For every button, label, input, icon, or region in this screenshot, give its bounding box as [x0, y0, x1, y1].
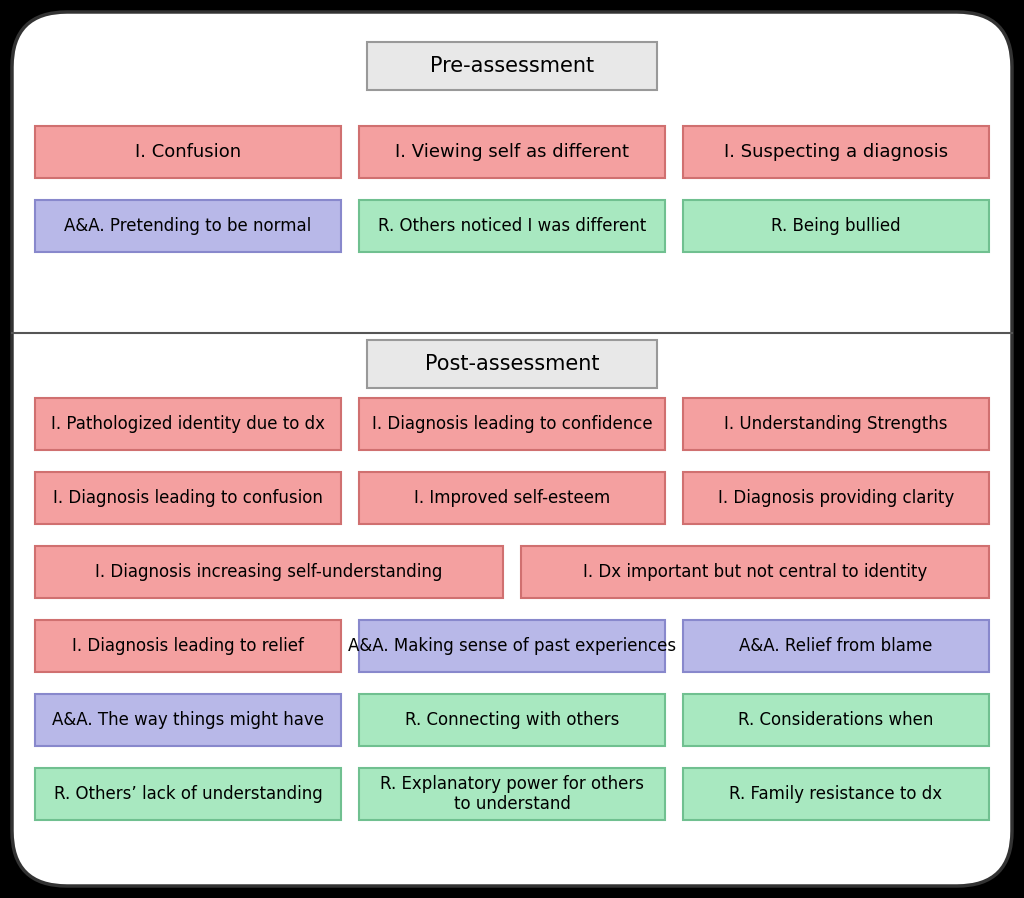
Text: I. Diagnosis leading to confidence: I. Diagnosis leading to confidence: [372, 415, 652, 433]
Text: I. Diagnosis leading to confusion: I. Diagnosis leading to confusion: [53, 489, 323, 507]
Text: I. Diagnosis leading to relief: I. Diagnosis leading to relief: [72, 637, 304, 655]
FancyBboxPatch shape: [35, 546, 503, 598]
Text: R. Being bullied: R. Being bullied: [771, 217, 901, 235]
Text: R. Others’ lack of understanding: R. Others’ lack of understanding: [53, 785, 323, 803]
FancyBboxPatch shape: [683, 398, 989, 450]
Text: I. Pathologized identity due to dx: I. Pathologized identity due to dx: [51, 415, 325, 433]
Text: A&A. The way things might have: A&A. The way things might have: [52, 711, 324, 729]
Text: I. Diagnosis providing clarity: I. Diagnosis providing clarity: [718, 489, 954, 507]
FancyBboxPatch shape: [359, 620, 665, 672]
FancyBboxPatch shape: [359, 398, 665, 450]
Text: I. Dx important but not central to identity: I. Dx important but not central to ident…: [583, 563, 927, 581]
Text: R. Family resistance to dx: R. Family resistance to dx: [729, 785, 942, 803]
Text: I. Diagnosis increasing self-understanding: I. Diagnosis increasing self-understandi…: [95, 563, 442, 581]
Text: A&A. Pretending to be normal: A&A. Pretending to be normal: [65, 217, 311, 235]
FancyBboxPatch shape: [35, 620, 341, 672]
Text: I. Viewing self as different: I. Viewing self as different: [395, 143, 629, 161]
FancyBboxPatch shape: [359, 126, 665, 178]
Text: A&A. Making sense of past experiences: A&A. Making sense of past experiences: [348, 637, 676, 655]
FancyBboxPatch shape: [35, 472, 341, 524]
FancyBboxPatch shape: [683, 768, 989, 820]
FancyBboxPatch shape: [683, 620, 989, 672]
Text: R. Explanatory power for others
to understand: R. Explanatory power for others to under…: [380, 775, 644, 814]
Text: I. Suspecting a diagnosis: I. Suspecting a diagnosis: [724, 143, 948, 161]
Text: Pre-assessment: Pre-assessment: [430, 56, 594, 76]
FancyBboxPatch shape: [683, 472, 989, 524]
Text: I. Improved self-esteem: I. Improved self-esteem: [414, 489, 610, 507]
FancyBboxPatch shape: [359, 472, 665, 524]
FancyBboxPatch shape: [359, 768, 665, 820]
Text: R. Considerations when: R. Considerations when: [738, 711, 934, 729]
FancyBboxPatch shape: [35, 200, 341, 252]
FancyBboxPatch shape: [359, 694, 665, 746]
Text: A&A. Relief from blame: A&A. Relief from blame: [739, 637, 933, 655]
Text: I. Understanding Strengths: I. Understanding Strengths: [724, 415, 948, 433]
FancyBboxPatch shape: [367, 42, 657, 90]
Text: R. Connecting with others: R. Connecting with others: [404, 711, 620, 729]
FancyBboxPatch shape: [35, 398, 341, 450]
FancyBboxPatch shape: [12, 12, 1012, 886]
FancyBboxPatch shape: [359, 200, 665, 252]
FancyBboxPatch shape: [683, 126, 989, 178]
Text: R. Others noticed I was different: R. Others noticed I was different: [378, 217, 646, 235]
FancyBboxPatch shape: [683, 694, 989, 746]
FancyBboxPatch shape: [35, 768, 341, 820]
FancyBboxPatch shape: [521, 546, 989, 598]
FancyBboxPatch shape: [35, 694, 341, 746]
Text: Post-assessment: Post-assessment: [425, 354, 599, 374]
Text: I. Confusion: I. Confusion: [135, 143, 241, 161]
FancyBboxPatch shape: [683, 200, 989, 252]
FancyBboxPatch shape: [367, 340, 657, 388]
FancyBboxPatch shape: [35, 126, 341, 178]
